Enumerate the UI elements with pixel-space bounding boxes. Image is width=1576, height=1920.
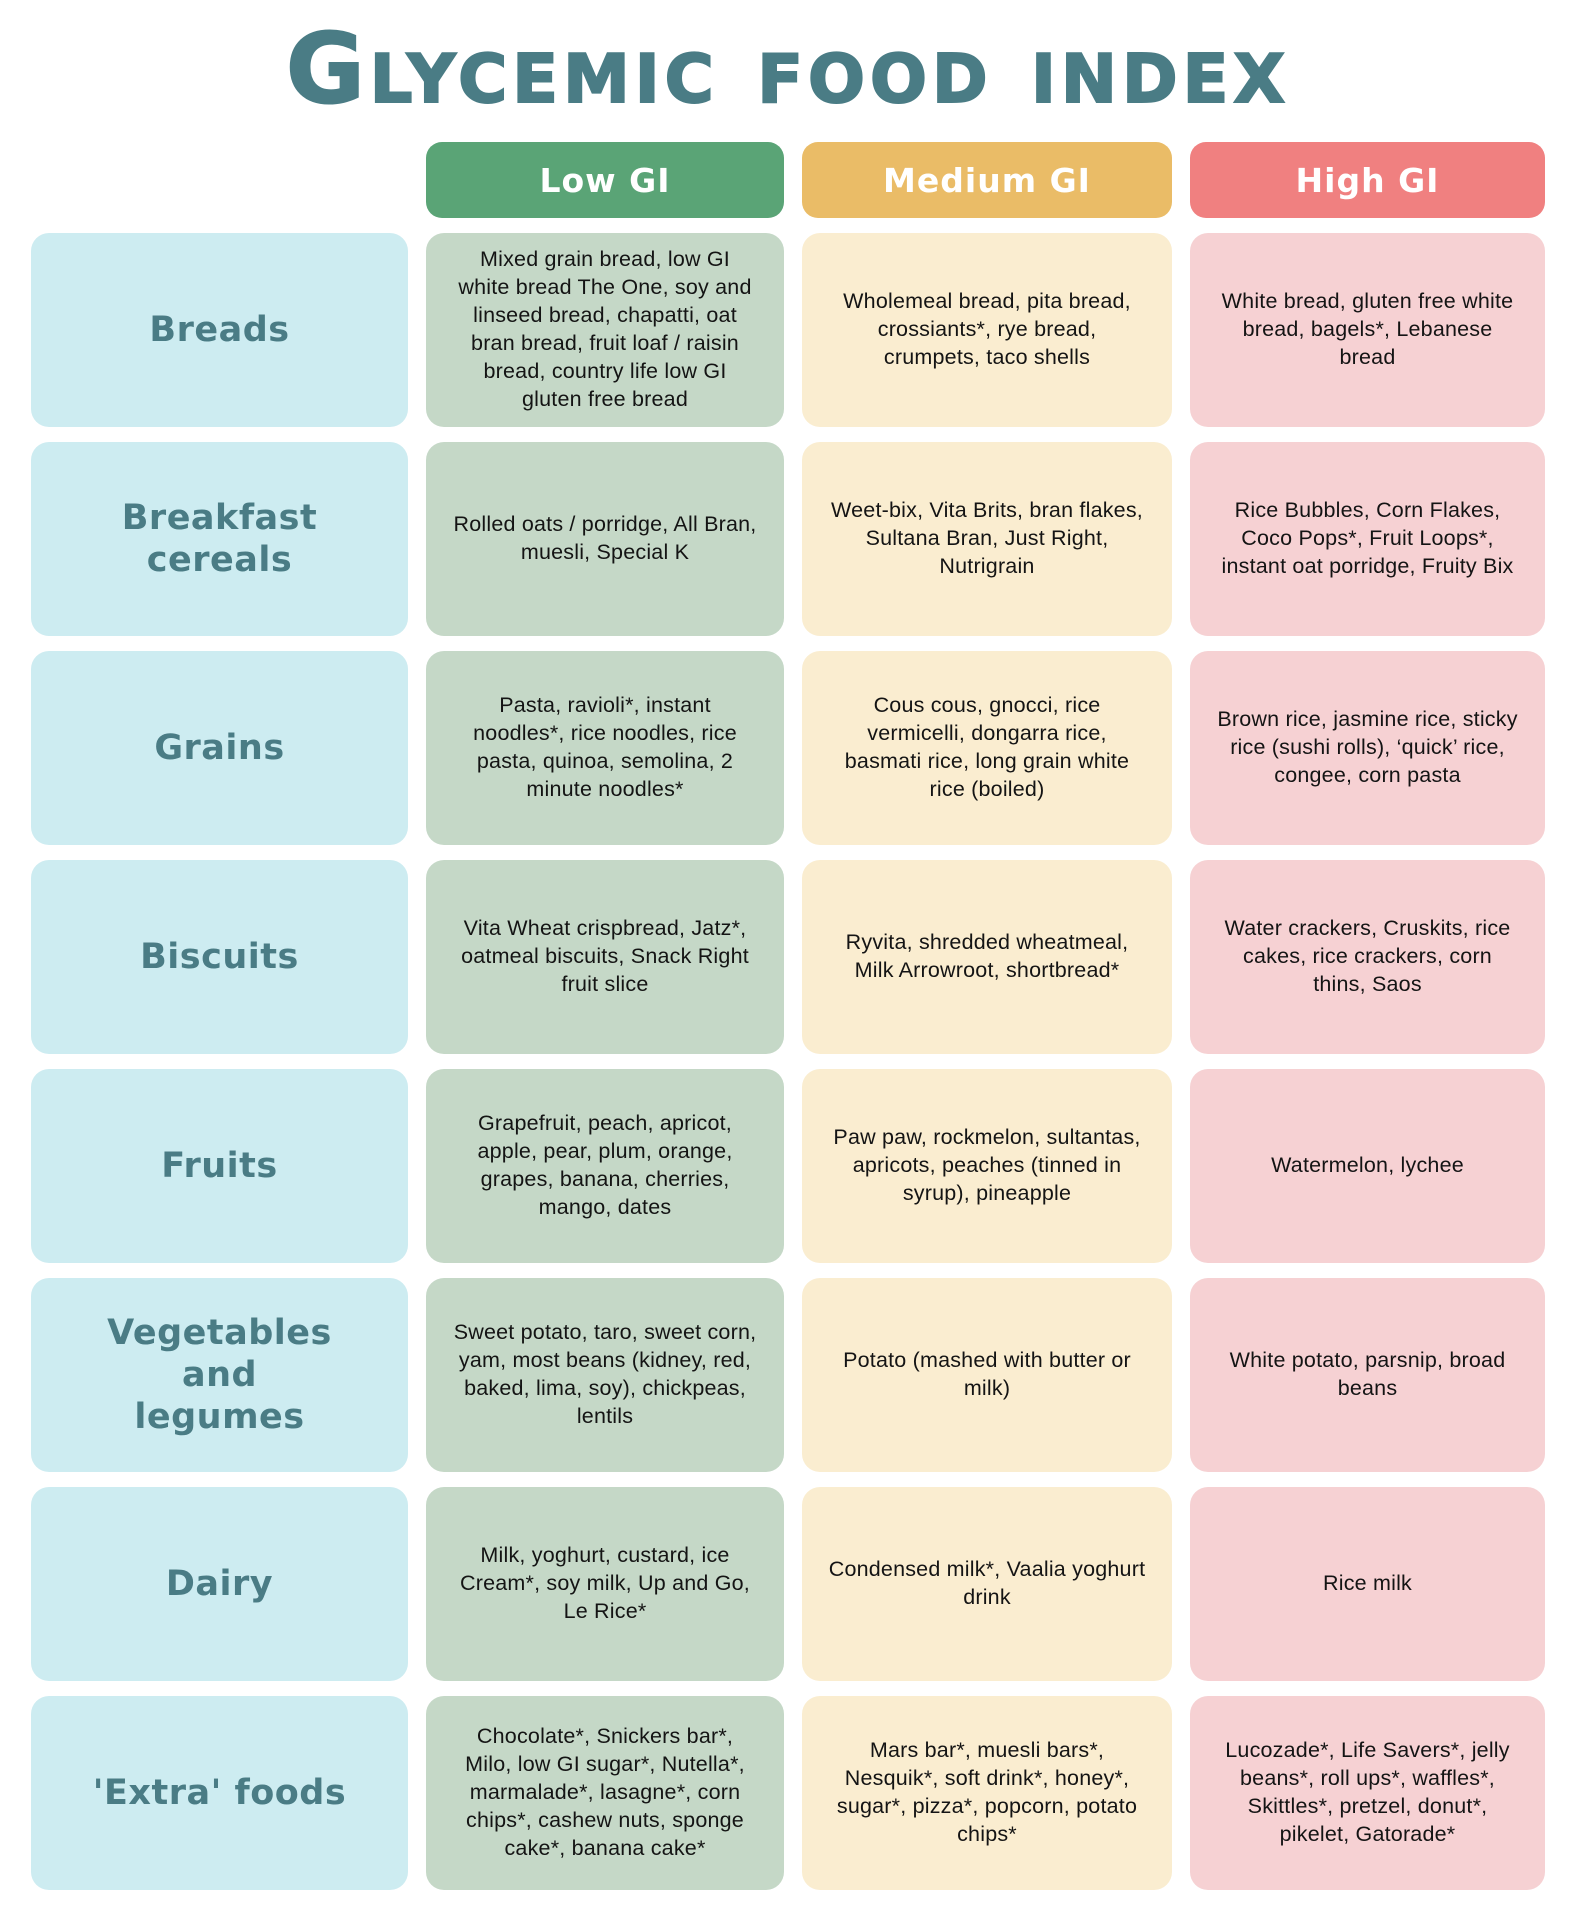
cell-extra-foods-low-gi: Chocolate*, Snickers bar*, Milo, low GI … [426, 1696, 784, 1890]
cell-breakfast-cereals-medium-gi: Weet-bix, Vita Brits, bran flakes, Sulta… [802, 442, 1172, 636]
gi-table: Low GI Medium GI High GI Breads Mixed gr… [31, 142, 1545, 1890]
cell-vegetables-legumes-medium-gi: Potato (mashed with butter or milk) [802, 1278, 1172, 1472]
cell-vegetables-legumes-high-gi: White potato, parsnip, broad beans [1190, 1278, 1545, 1472]
cell-breads-high-gi: White bread, gluten free white bread, ba… [1190, 233, 1545, 427]
header-spacer [31, 142, 408, 218]
category-cell-breads: Breads [31, 233, 408, 427]
cell-breads-low-gi: Mixed grain bread, low GI white bread Th… [426, 233, 784, 427]
column-header-medium-gi: Medium GI [802, 142, 1172, 218]
column-header-low-gi: Low GI [426, 142, 784, 218]
category-cell-vegetables-legumes: Vegetables and legumes [31, 1278, 408, 1472]
cell-vegetables-legumes-low-gi: Sweet potato, taro, sweet corn, yam, mos… [426, 1278, 784, 1472]
page-title: Glycemic Food Index [285, 13, 1291, 125]
category-cell-breakfast-cereals: Breakfast cereals [31, 442, 408, 636]
cell-biscuits-medium-gi: Ryvita, shredded wheatmeal, Milk Arrowro… [802, 860, 1172, 1054]
cell-dairy-low-gi: Milk, yoghurt, custard, ice Cream*, soy … [426, 1487, 784, 1681]
cell-breakfast-cereals-high-gi: Rice Bubbles, Corn Flakes, Coco Pops*, F… [1190, 442, 1545, 636]
cell-fruits-low-gi: Grapefruit, peach, apricot, apple, pear,… [426, 1069, 784, 1263]
cell-breakfast-cereals-low-gi: Rolled oats / porridge, All Bran, muesli… [426, 442, 784, 636]
cell-biscuits-low-gi: Vita Wheat crispbread, Jatz*, oatmeal bi… [426, 860, 784, 1054]
cell-extra-foods-medium-gi: Mars bar*, muesli bars*, Nesquik*, soft … [802, 1696, 1172, 1890]
cell-fruits-high-gi: Watermelon, lychee [1190, 1069, 1545, 1263]
cell-extra-foods-high-gi: Lucozade*, Life Savers*, jelly beans*, r… [1190, 1696, 1545, 1890]
category-cell-grains: Grains [31, 651, 408, 845]
cell-biscuits-high-gi: Water crackers, Cruskits, rice cakes, ri… [1190, 860, 1545, 1054]
cell-fruits-medium-gi: Paw paw, rockmelon, sultantas, apricots,… [802, 1069, 1172, 1263]
category-cell-extra-foods: 'Extra' foods [31, 1696, 408, 1890]
cell-dairy-medium-gi: Condensed milk*, Vaalia yoghurt drink [802, 1487, 1172, 1681]
category-cell-fruits: Fruits [31, 1069, 408, 1263]
cell-grains-high-gi: Brown rice, jasmine rice, sticky rice (s… [1190, 651, 1545, 845]
cell-grains-medium-gi: Cous cous, gnocci, rice vermicelli, dong… [802, 651, 1172, 845]
category-cell-dairy: Dairy [31, 1487, 408, 1681]
cell-grains-low-gi: Pasta, ravioli*, instant noodles*, rice … [426, 651, 784, 845]
cell-dairy-high-gi: Rice milk [1190, 1487, 1545, 1681]
cell-breads-medium-gi: Wholemeal bread, pita bread, crossiants*… [802, 233, 1172, 427]
column-header-high-gi: High GI [1190, 142, 1545, 218]
category-cell-biscuits: Biscuits [31, 860, 408, 1054]
